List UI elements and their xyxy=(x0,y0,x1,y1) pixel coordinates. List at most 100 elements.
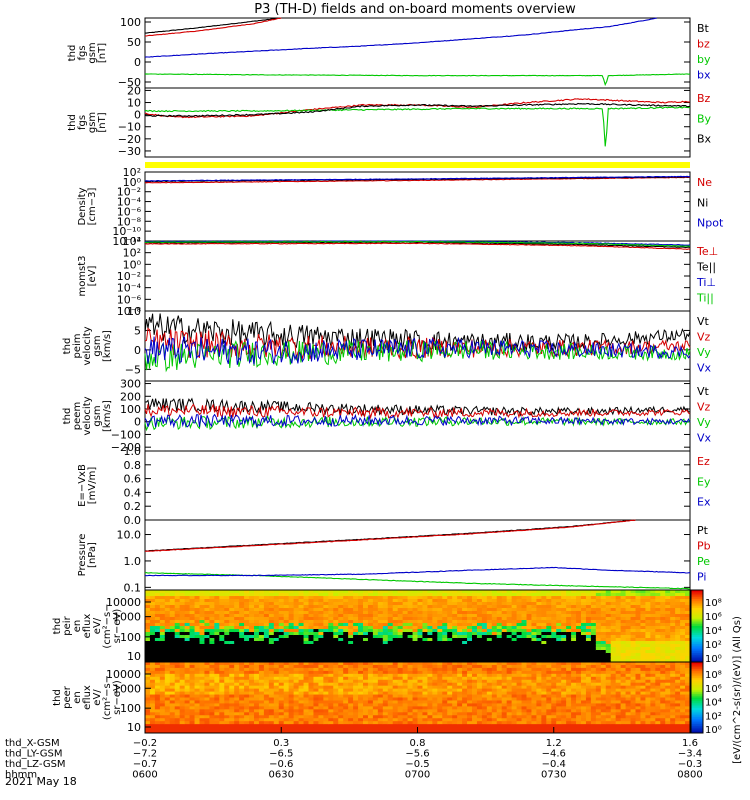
heatmap-cell xyxy=(377,626,384,630)
heatmap-cell xyxy=(338,638,344,642)
y-axis-label: en xyxy=(72,620,83,633)
heatmap-cell xyxy=(303,730,309,734)
heatmap-cell xyxy=(164,679,171,684)
heatmap-cell xyxy=(338,653,344,657)
heatmap-cell xyxy=(427,620,433,624)
heatmap-cell xyxy=(407,709,414,713)
heatmap-cell xyxy=(581,590,587,594)
heatmap-cell xyxy=(472,712,478,716)
heatmap-cell xyxy=(293,727,300,731)
heatmap-cell xyxy=(268,656,275,660)
heatmap-cell xyxy=(189,629,196,633)
heatmap-cell xyxy=(239,611,245,615)
heatmap-cell xyxy=(159,691,166,696)
heatmap-cell xyxy=(432,596,438,600)
heatmap-cell xyxy=(501,659,508,663)
heatmap-cell xyxy=(169,706,176,710)
heatmap-cell xyxy=(402,703,409,707)
heatmap-cell xyxy=(278,656,285,660)
heatmap-cell xyxy=(566,667,572,672)
heatmap-cell xyxy=(531,712,537,716)
heatmap-cell xyxy=(630,635,636,639)
heatmap-cell xyxy=(457,673,463,678)
heatmap-cell xyxy=(338,632,344,636)
heatmap-cell xyxy=(293,650,300,654)
heatmap-cell xyxy=(447,659,453,663)
heatmap-cell xyxy=(367,685,374,690)
heatmap-cell xyxy=(506,629,513,633)
heatmap-cell xyxy=(268,730,275,734)
heatmap-cell xyxy=(447,635,453,639)
heatmap-cell xyxy=(501,626,508,630)
heatmap-cell xyxy=(372,641,379,645)
heatmap-cell xyxy=(338,700,344,704)
heatmap-cell xyxy=(397,626,404,630)
heatmap-cell xyxy=(268,694,275,698)
heatmap-cell xyxy=(224,659,230,663)
heatmap-cell xyxy=(199,650,205,654)
heatmap-cell xyxy=(501,608,508,612)
heatmap-cell xyxy=(462,685,468,690)
heatmap-cell xyxy=(417,691,423,696)
colorbar-cell xyxy=(691,611,703,614)
heatmap-cell xyxy=(521,700,527,704)
panel-frame xyxy=(144,17,691,89)
heatmap-cell xyxy=(258,691,265,696)
heatmap-cell xyxy=(442,602,448,606)
heatmap-cell xyxy=(318,709,324,713)
heatmap-cell xyxy=(506,664,513,669)
heatmap-cell xyxy=(313,712,319,716)
heatmap-cell xyxy=(447,709,453,713)
heatmap-cell xyxy=(154,614,161,618)
heatmap-cell xyxy=(630,605,636,609)
heatmap-cell xyxy=(581,638,587,642)
heatmap-cell xyxy=(387,626,394,630)
heatmap-cell xyxy=(561,670,567,675)
heatmap-cell xyxy=(184,659,191,663)
heatmap-cell xyxy=(625,653,632,657)
heatmap-cell xyxy=(476,712,483,716)
heatmap-cell xyxy=(214,647,220,651)
heatmap-cell xyxy=(680,623,686,627)
heatmap-cell xyxy=(521,724,527,728)
heatmap-cell xyxy=(422,679,428,684)
heatmap-cell xyxy=(169,599,176,603)
heatmap-cell xyxy=(462,679,468,684)
heatmap-cell xyxy=(615,596,622,600)
heatmap-cell xyxy=(283,635,290,639)
heatmap-cell xyxy=(511,697,518,701)
heatmap-cell xyxy=(224,676,230,681)
heatmap-cell xyxy=(263,593,270,597)
heatmap-cell xyxy=(630,620,636,624)
heatmap-cell xyxy=(571,653,577,657)
heatmap-cell xyxy=(179,724,186,728)
heatmap-cell xyxy=(209,596,215,600)
heatmap-cell xyxy=(447,653,453,657)
heatmap-cell xyxy=(640,644,646,648)
heatmap-cell xyxy=(288,685,295,690)
heatmap-cell xyxy=(254,679,260,684)
heatmap-cell xyxy=(263,659,270,663)
heatmap-cell xyxy=(219,709,225,713)
heatmap-cell xyxy=(472,593,478,597)
heatmap-cell xyxy=(219,656,225,660)
heatmap-cell xyxy=(348,605,354,609)
heatmap-cell xyxy=(159,703,166,707)
heatmap-cell xyxy=(615,611,622,615)
heatmap-cell xyxy=(541,611,547,615)
heatmap-cell xyxy=(283,602,290,606)
heatmap-cell xyxy=(367,626,374,630)
heatmap-cell xyxy=(283,730,290,734)
heatmap-cell xyxy=(472,623,478,627)
heatmap-cell xyxy=(387,593,394,597)
heatmap-cell xyxy=(496,647,503,651)
heatmap-cell xyxy=(685,617,691,621)
heatmap-cell xyxy=(244,712,250,716)
heatmap-cell xyxy=(343,673,349,678)
heatmap-cell xyxy=(685,656,691,660)
heatmap-cell xyxy=(298,691,305,696)
heatmap-cell xyxy=(199,602,205,606)
heatmap-cell xyxy=(244,617,250,621)
heatmap-cell xyxy=(481,670,488,675)
